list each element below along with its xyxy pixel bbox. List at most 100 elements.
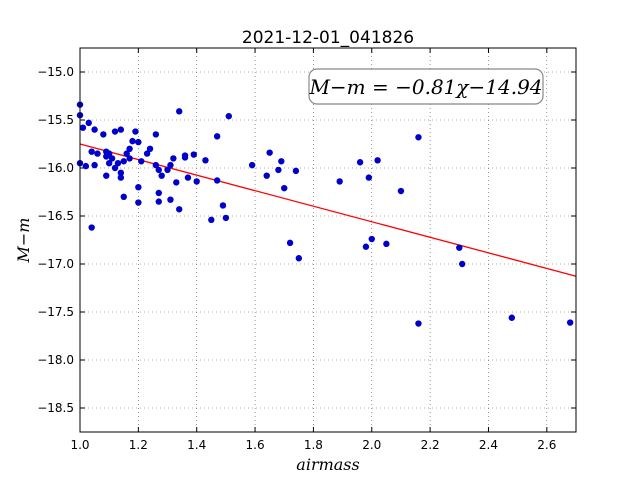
data-point <box>132 128 139 135</box>
data-point <box>82 162 90 170</box>
data-point <box>356 159 364 166</box>
data-point <box>459 260 466 268</box>
data-point <box>248 161 256 169</box>
data-point <box>173 179 180 186</box>
data-point <box>374 157 381 164</box>
data-point <box>362 243 370 250</box>
data-point <box>566 319 574 326</box>
data-point <box>222 214 230 222</box>
y-tick-label: −18.0 <box>37 353 74 367</box>
data-point <box>138 158 145 165</box>
data-point <box>108 155 116 162</box>
equation-box-frame <box>308 68 544 105</box>
data-point <box>397 187 405 195</box>
data-point <box>126 145 133 152</box>
data-point <box>111 128 119 135</box>
y-axis-label: M−m <box>14 218 33 264</box>
data-point <box>120 193 127 200</box>
data-point <box>415 134 422 141</box>
y-tick-label: −15.5 <box>37 113 74 127</box>
data-point <box>120 158 127 165</box>
data-point <box>100 131 107 138</box>
chart-title: 2021-12-01_041826 <box>242 28 414 48</box>
x-axis-label: airmass <box>296 455 359 474</box>
data-point <box>368 235 375 243</box>
data-point <box>105 150 113 157</box>
data-point <box>176 206 183 213</box>
data-point <box>278 158 285 165</box>
x-tick-label: 2.0 <box>362 438 381 452</box>
data-point <box>117 126 125 133</box>
data-point <box>456 244 463 251</box>
data-point <box>263 172 270 179</box>
data-point <box>94 150 101 157</box>
data-point <box>117 169 125 176</box>
data-point <box>164 166 171 174</box>
x-tick-label: 1.8 <box>304 438 323 452</box>
data-point <box>365 174 373 181</box>
y-tick-label: −17.5 <box>37 305 74 319</box>
x-tick-label: 2.6 <box>537 438 556 452</box>
x-tick-label: 1.4 <box>187 438 206 452</box>
data-point <box>176 108 183 115</box>
data-point <box>193 178 200 185</box>
data-point <box>292 167 300 175</box>
data-point <box>336 178 343 185</box>
y-tick-label: −18.5 <box>37 401 74 415</box>
data-point <box>155 198 162 205</box>
data-point <box>85 119 92 127</box>
x-axis-ticks: 1.0 1.2 1.4 1.6 1.8 2.0 2.2 2.4 2.6 <box>70 48 556 452</box>
data-point <box>208 216 215 224</box>
data-point <box>152 131 160 138</box>
fit-equation-box: M−m = −0.81χ−14.94 <box>308 68 544 105</box>
data-point <box>213 133 221 140</box>
data-point <box>103 172 110 179</box>
data-point <box>129 137 136 145</box>
data-point <box>181 154 189 161</box>
data-point <box>286 239 294 247</box>
x-tick-label: 1.6 <box>246 438 265 452</box>
grid <box>80 48 576 432</box>
x-tick-label: 2.4 <box>479 438 498 452</box>
y-tick-label: −17.0 <box>37 257 74 271</box>
data-point <box>184 174 192 181</box>
data-point <box>79 124 87 131</box>
plot-frame <box>79 47 577 433</box>
data-point <box>415 320 422 327</box>
data-point <box>275 166 282 174</box>
x-tick-label: 1.0 <box>70 438 89 452</box>
data-point <box>88 224 95 231</box>
data-point <box>281 184 288 192</box>
data-point <box>126 155 133 162</box>
data-point <box>266 149 273 156</box>
fit-line-group <box>79 143 577 277</box>
data-point <box>202 157 209 164</box>
data-point <box>114 160 122 167</box>
data-point <box>167 161 174 169</box>
data-point <box>111 164 119 172</box>
data-point <box>105 160 113 167</box>
y-axis-ticks: −15.0 −15.5 −16.0 −16.5 −17.0 −17.5 −18.0 −18.5 <box>37 65 576 415</box>
data-point <box>152 161 160 169</box>
y-tick-label: −16.5 <box>37 209 74 223</box>
y-tick-label: −15.0 <box>37 65 74 79</box>
data-point <box>135 138 142 146</box>
data-point <box>123 150 130 157</box>
data-point <box>219 202 227 209</box>
data-point <box>135 184 142 191</box>
data-point <box>91 126 98 133</box>
data-point <box>117 174 125 181</box>
data-point <box>143 150 151 157</box>
data-point <box>295 255 303 262</box>
data-point <box>383 240 390 248</box>
data-point <box>167 196 174 203</box>
x-tick-label: 1.2 <box>129 438 148 452</box>
fit-line <box>79 143 577 277</box>
data-point <box>170 155 177 162</box>
data-point <box>508 314 516 321</box>
data-point <box>155 189 162 197</box>
data-point <box>190 151 197 158</box>
data-point <box>213 177 221 184</box>
x-tick-label: 2.2 <box>421 438 440 452</box>
